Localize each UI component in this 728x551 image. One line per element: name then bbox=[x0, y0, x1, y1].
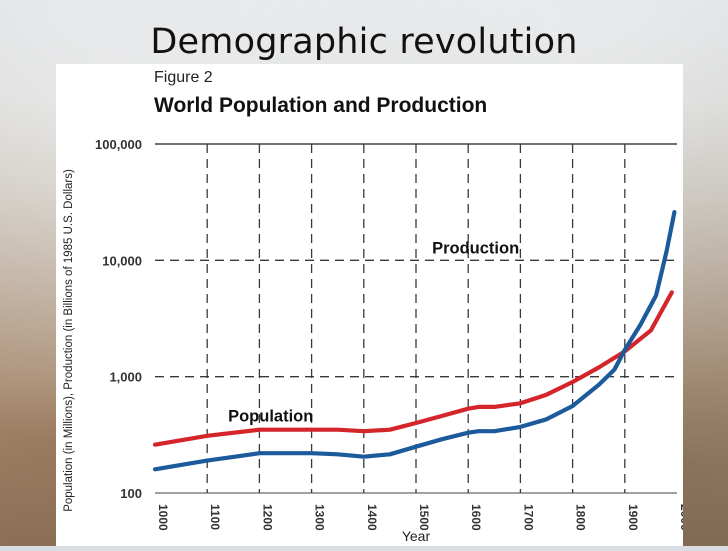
x-tick-label: 1100 bbox=[208, 504, 222, 530]
x-tick-label: 1700 bbox=[521, 504, 535, 531]
y-tick-label: 10,000 bbox=[102, 253, 142, 268]
y-tick-label: 1,000 bbox=[109, 370, 142, 385]
y-tick-label: 100,000 bbox=[95, 137, 142, 152]
series-label-production: Production bbox=[432, 240, 519, 258]
x-tick-label: 1800 bbox=[574, 504, 588, 531]
x-tick-label: 1300 bbox=[313, 504, 327, 531]
chart: Figure 2 World Population and Production 1… bbox=[63, 69, 692, 544]
x-tick-label: 1900 bbox=[626, 504, 640, 531]
y-axis-title: Population (in Millions), Production (in… bbox=[63, 169, 75, 512]
series-line-population bbox=[152, 290, 674, 447]
y-tick-label: 100 bbox=[120, 486, 142, 501]
figure-card: Figure 2 World Population and Production 1… bbox=[56, 64, 692, 546]
x-tick-label: 2000 bbox=[678, 504, 683, 531]
x-tick-label: 1600 bbox=[469, 504, 483, 531]
figure-label: Figure 2 bbox=[154, 69, 213, 86]
x-axis-title: Year bbox=[402, 528, 431, 544]
x-tick-label: 1000 bbox=[156, 504, 170, 531]
x-tick-label: 1400 bbox=[365, 504, 379, 531]
series-label-population: Population bbox=[228, 407, 313, 425]
chart-title: World Population and Production bbox=[154, 94, 487, 117]
series-line-production bbox=[152, 210, 677, 472]
x-tick-label: 1500 bbox=[417, 504, 431, 531]
x-tick-label: 1200 bbox=[260, 504, 274, 531]
slide-title: Demographic revolution bbox=[150, 22, 578, 62]
